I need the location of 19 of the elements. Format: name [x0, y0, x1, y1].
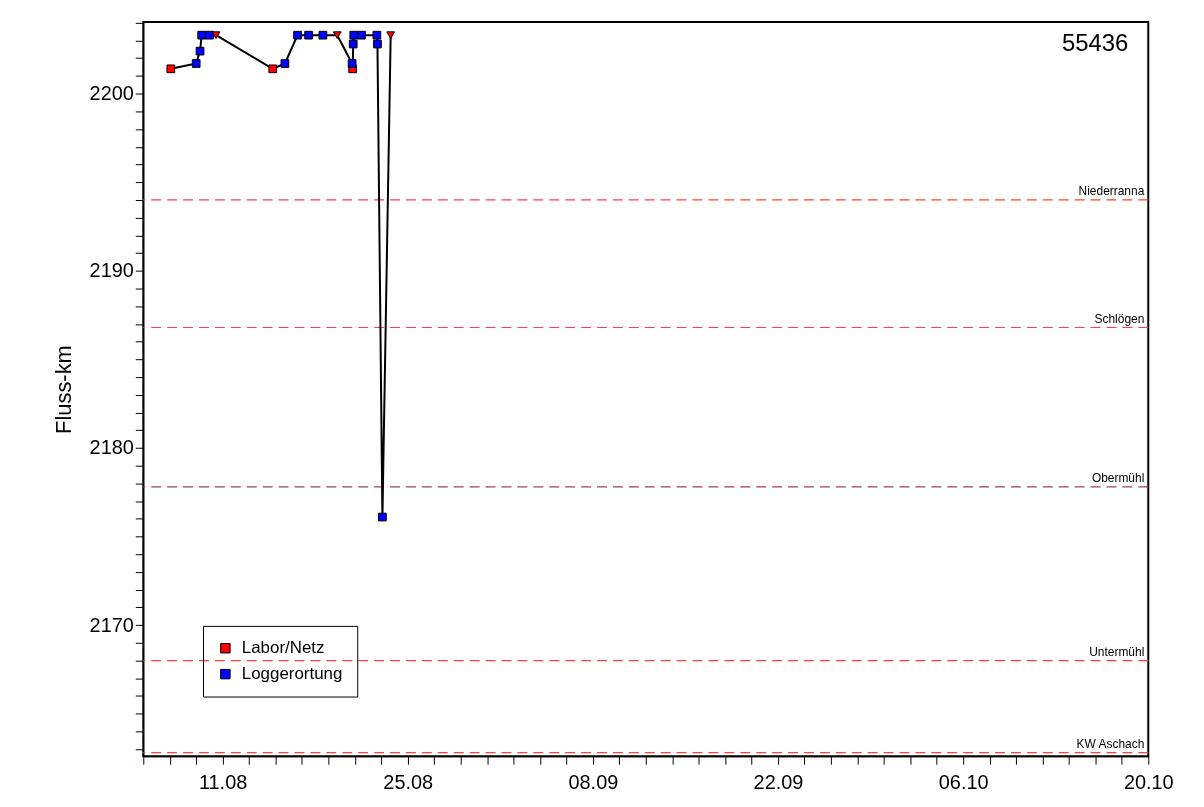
x-tick-label: 25.08	[383, 770, 434, 793]
x-tick-label: 20.10	[1123, 770, 1174, 793]
y-tick-label: 2200	[89, 82, 134, 105]
x-tick-label: 06.10	[938, 770, 989, 793]
y-tick-label: 2170	[89, 613, 134, 636]
y-axis-title: Fluss-km	[50, 345, 76, 434]
legend-label: Labor/Netz	[241, 638, 325, 658]
ref-line-label: Schlögen	[1094, 311, 1145, 326]
ref-line-label: Obermühl	[1091, 470, 1145, 485]
x-tick-label: 08.09	[568, 770, 619, 793]
annotation: 55436	[1061, 28, 1129, 56]
ref-line-label: Niederranna	[1078, 183, 1145, 198]
y-tick-label: 2190	[89, 259, 134, 282]
x-tick-label: 22.09	[753, 770, 804, 793]
legend-label: Loggerortung	[241, 664, 343, 684]
ref-line-label: Untermühl	[1089, 644, 1145, 659]
ref-line-label: KW Aschach	[1076, 736, 1145, 751]
x-tick-label: 11.08	[198, 770, 248, 793]
y-tick-label: 2180	[89, 436, 134, 459]
